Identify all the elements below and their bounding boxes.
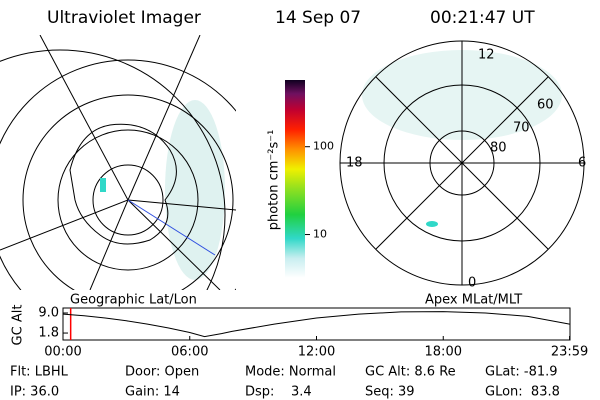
panel-label: Apex MLat/MLT [425,293,522,308]
colorbar-tick-label: 10 [313,228,327,241]
y-tick-label: 9.0 [38,306,59,321]
status-field: Door: Open [125,365,199,380]
status-field: IP: 36.0 [10,385,59,400]
x-tick-label: 12:00 [298,345,335,360]
panel-label: Geographic Lat/Lon [70,293,197,308]
x-tick-label: 06:00 [171,345,208,360]
geo-map [0,35,236,290]
status-field: Seq: 39 [365,385,415,400]
x-tick-label: 18:00 [425,345,462,360]
status-field: Dsp: 3.4 [245,385,312,400]
x-tick-label: 23:59 [551,345,588,360]
colorbar-label: photon cm⁻²s⁻¹ [267,130,282,231]
status-field: GLat: -81.9 [485,365,558,380]
lat-label: 80 [490,141,507,156]
lat-label: 70 [513,121,530,136]
status-field: GC Alt: 8.6 Re [365,365,456,380]
status-field: Mode: Normal [245,365,336,380]
status-field: Gain: 14 [125,385,180,400]
mlt-label: 6 [578,156,586,171]
lat-label: 60 [537,98,554,113]
mlt-label: 12 [478,48,495,63]
polar-plot [339,40,585,286]
colorbar-tick-label: 100 [313,140,334,153]
date: 14 Sep 07 [275,8,361,28]
plot-frame [62,307,571,341]
mlt-label: 18 [346,156,363,171]
altitude-line [62,311,570,338]
colorbar [285,80,305,278]
mlt-label: 0 [468,276,476,291]
status-field: Flt: LBHL [10,365,69,380]
y-tick-label: 1.8 [38,326,59,341]
status-field: GLon: 83.8 [485,385,560,400]
y-axis-label: GC Alt [11,305,26,346]
title: Ultraviolet Imager [47,8,201,28]
x-tick-label: 00:00 [44,345,81,360]
time: 00:21:47 UT [430,8,535,28]
